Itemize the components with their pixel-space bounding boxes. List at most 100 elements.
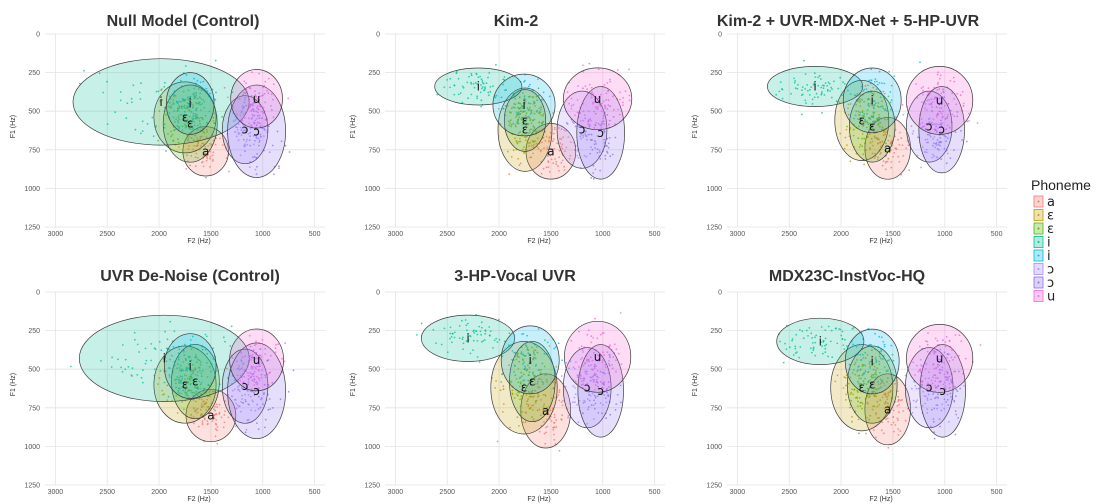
- data-point: [249, 127, 252, 130]
- data-point: [881, 126, 884, 129]
- data-point: [782, 361, 785, 364]
- data-point: [193, 95, 196, 98]
- data-point: [244, 143, 247, 146]
- data-point: [818, 74, 821, 77]
- data-point: [582, 87, 584, 90]
- data-point: [272, 98, 274, 101]
- data-point: [827, 81, 830, 84]
- data-point: [176, 102, 179, 105]
- data-point: [608, 123, 610, 126]
- data-point: [869, 117, 872, 120]
- data-point: [192, 112, 195, 115]
- data-point: [884, 118, 886, 121]
- data-point: [517, 122, 520, 125]
- data-point: [863, 113, 866, 115]
- data-point: [257, 105, 259, 108]
- data-point: [187, 89, 190, 92]
- data-point: [540, 149, 543, 152]
- data-point: [894, 147, 897, 150]
- vowel-label: ɔ: [926, 120, 933, 134]
- data-point: [178, 118, 181, 121]
- data-point: [243, 145, 245, 147]
- data-point: [254, 128, 256, 131]
- data-point: [177, 141, 180, 144]
- data-point: [826, 88, 829, 91]
- data-point: [180, 107, 183, 110]
- data-point: [487, 91, 490, 94]
- data-point: [252, 135, 255, 137]
- data-point: [923, 125, 926, 127]
- data-point: [193, 124, 196, 127]
- data-point: [480, 78, 483, 81]
- data-point: [184, 99, 187, 102]
- data-point: [461, 101, 464, 104]
- data-point: [566, 122, 569, 125]
- data-point: [541, 141, 543, 144]
- data-point: [932, 153, 934, 156]
- panel-title: Null Model (Control): [107, 13, 260, 30]
- data-point: [868, 79, 871, 82]
- data-point: [270, 105, 272, 107]
- data-point: [202, 155, 205, 157]
- data-point: [196, 102, 198, 105]
- data-point: [863, 88, 866, 91]
- data-point: [251, 114, 254, 116]
- data-point: [804, 99, 807, 102]
- data-point: [251, 156, 254, 159]
- data-point: [588, 83, 591, 86]
- data-point: [248, 117, 250, 120]
- data-point: [187, 138, 189, 141]
- data-point: [203, 107, 206, 109]
- data-point: [871, 104, 874, 107]
- data-point: [533, 101, 536, 103]
- data-point: [207, 145, 210, 147]
- data-point: [599, 158, 602, 160]
- data-point: [244, 112, 247, 114]
- data-point: [258, 144, 260, 147]
- data-point: [564, 150, 566, 153]
- data-point: [231, 91, 234, 93]
- data-point: [476, 83, 478, 85]
- data-point: [868, 133, 871, 136]
- x-tick-label: 1000: [937, 231, 953, 238]
- data-point: [186, 118, 189, 121]
- data-point: [540, 172, 543, 175]
- data-point: [517, 102, 520, 104]
- data-point: [515, 116, 517, 119]
- data-point: [181, 129, 184, 132]
- data-point: [893, 152, 896, 154]
- data-point: [272, 116, 275, 119]
- y-tick-label: 1000: [706, 444, 722, 451]
- data-point: [929, 134, 931, 137]
- data-point: [920, 101, 923, 104]
- ellipse-layer: [72, 58, 286, 178]
- data-point: [244, 150, 246, 153]
- data-point: [864, 118, 866, 121]
- data-point: [258, 141, 261, 144]
- data-point: [878, 120, 880, 122]
- data-point: [188, 115, 191, 118]
- data-point: [193, 120, 196, 123]
- data-point: [194, 113, 197, 115]
- x-axis-label: F2 (Hz): [187, 238, 210, 245]
- data-point: [801, 93, 804, 96]
- data-point: [557, 165, 559, 168]
- data-point: [814, 76, 817, 78]
- data-point: [852, 128, 855, 131]
- data-point: [125, 117, 128, 120]
- data-point: [855, 110, 858, 113]
- data-point: [590, 176, 593, 179]
- vowel-label: i: [813, 80, 816, 94]
- y-tick-label: 1000: [364, 444, 380, 451]
- data-point: [553, 128, 556, 131]
- data-point: [518, 116, 521, 119]
- data-point: [870, 91, 873, 94]
- data-point: [605, 92, 608, 95]
- data-point: [184, 65, 187, 67]
- data-point: [893, 75, 896, 77]
- data-point: [177, 104, 180, 107]
- data-point: [200, 135, 203, 138]
- data-point: [209, 150, 212, 153]
- data-point: [604, 158, 607, 160]
- data-point: [212, 120, 215, 122]
